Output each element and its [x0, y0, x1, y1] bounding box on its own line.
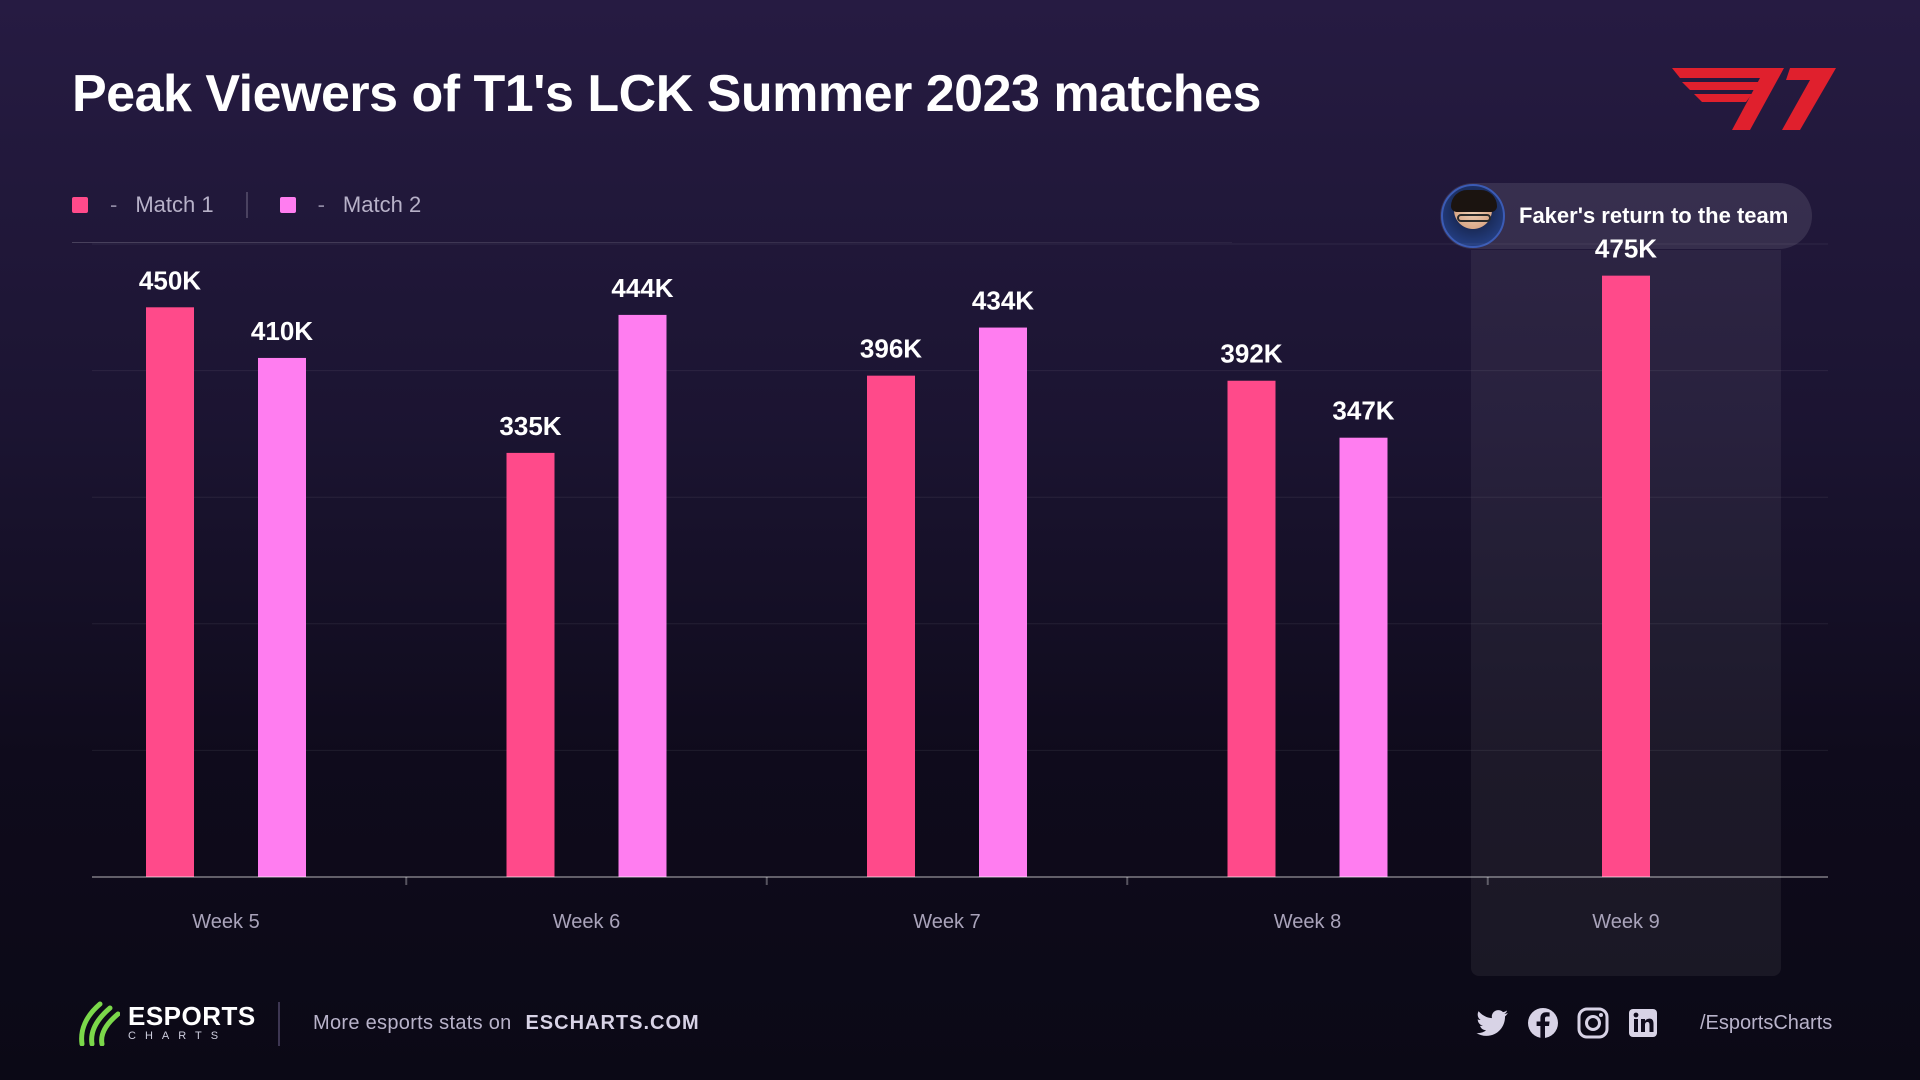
- bar-week-5-2: [258, 357, 306, 877]
- bar-week-7-1: [867, 375, 915, 877]
- bar-week-8-1: [1227, 380, 1276, 877]
- data-label: 392K: [1220, 339, 1282, 369]
- x-tick-label: Week 7: [913, 911, 980, 933]
- data-label: 475K: [1595, 234, 1657, 264]
- social-links: [1476, 1006, 1676, 1040]
- x-tick-label: Week 9: [1592, 911, 1659, 933]
- bar-week-5-1: [146, 307, 194, 877]
- annotation-label: Faker's return to the team: [1519, 203, 1789, 228]
- legend-label-match-2: Match 2: [342, 192, 422, 217]
- legend-swatch-match-2: [279, 197, 296, 213]
- legend-swatch-match-1: [72, 197, 88, 213]
- x-tick-label: Week 5: [192, 911, 259, 933]
- esports-charts-logo-icon: [79, 1001, 120, 1046]
- legend-dash: -: [317, 192, 325, 217]
- bar-week-8-2: [1339, 437, 1388, 877]
- legend-rule: [72, 242, 1232, 243]
- logo-sub-text: CHARTS: [128, 1030, 228, 1042]
- logo-main-text: ESPORTS: [128, 1001, 256, 1031]
- x-tick-label: Week 8: [1274, 911, 1341, 933]
- data-label: 434K: [972, 286, 1034, 316]
- facebook-icon[interactable]: [1526, 1006, 1560, 1040]
- twitter-icon[interactable]: [1476, 1006, 1510, 1040]
- legend-label-match-1: Match 1: [135, 192, 214, 217]
- data-label: 450K: [139, 265, 201, 295]
- instagram-icon[interactable]: [1576, 1006, 1610, 1040]
- legend-item-match-1: - Match 1: [72, 192, 214, 218]
- annotation-badge: Faker's return to the team: [1440, 183, 1812, 249]
- data-label: 444K: [611, 273, 673, 303]
- bar-week-6-2: [618, 314, 667, 877]
- data-label: 335K: [499, 411, 561, 441]
- data-label: 396K: [860, 334, 922, 364]
- legend-divider: [245, 192, 248, 218]
- bar-week-7-2: [979, 327, 1027, 877]
- footer-more-text: More esports stats on: [313, 1012, 512, 1034]
- x-tick-label: Week 6: [553, 911, 620, 933]
- linkedin-icon[interactable]: [1626, 1006, 1660, 1040]
- t1-logo-icon: [1672, 68, 1836, 130]
- chart-title: Peak Viewers of T1's LCK Summer 2023 mat…: [72, 65, 1261, 123]
- data-label: 410K: [251, 316, 313, 346]
- legend-dash: -: [110, 192, 118, 217]
- legend-item-match-2: - Match 2: [279, 192, 422, 218]
- footer-divider: [278, 1002, 280, 1046]
- bar-week-6-1: [506, 452, 555, 877]
- footer-site-link[interactable]: ESCHARTS.COM: [525, 1012, 700, 1034]
- bar-week-9-1: [1602, 275, 1650, 877]
- legend: - Match 1 - Match 2: [72, 190, 421, 220]
- data-label: 347K: [1332, 396, 1394, 426]
- social-handle[interactable]: /EsportsCharts: [1700, 1012, 1833, 1034]
- esports-charts-logo: ESPORTS CHARTS: [78, 1000, 256, 1046]
- footer-more-stats: More esports stats on ESCHARTS.COM: [313, 1012, 700, 1035]
- avatar: [1441, 184, 1505, 248]
